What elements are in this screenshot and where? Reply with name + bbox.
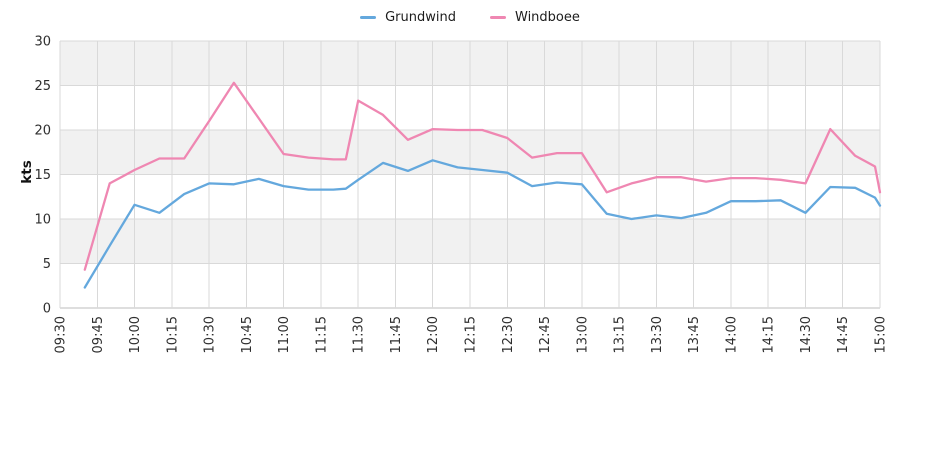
y-tick-label: 20 bbox=[34, 124, 51, 139]
y-tick-label: 30 bbox=[34, 35, 51, 50]
series-line-windboee bbox=[83, 81, 882, 271]
x-tick-label: 12:15 bbox=[464, 316, 479, 353]
chart-legend: Grundwind Windboee bbox=[0, 11, 940, 24]
legend-label-grundwind: Grundwind bbox=[385, 10, 456, 25]
y-axis-title: kts bbox=[19, 160, 35, 183]
legend-item-windboee[interactable]: Windboee bbox=[490, 11, 580, 24]
x-tick-label: 13:30 bbox=[650, 316, 665, 353]
y-tick-label: 15 bbox=[34, 168, 51, 183]
windboee-line-icon bbox=[490, 16, 506, 19]
x-tick-label: 12:00 bbox=[426, 316, 441, 353]
x-tick-label: 09:30 bbox=[54, 316, 69, 353]
x-tick-label: 12:45 bbox=[538, 316, 553, 353]
x-tick-label: 11:00 bbox=[277, 316, 292, 353]
y-tick-label: 0 bbox=[43, 302, 51, 317]
x-tick-label: 14:00 bbox=[724, 316, 739, 353]
x-tick-label: 10:15 bbox=[165, 316, 180, 353]
y-tick-label: 10 bbox=[34, 213, 51, 228]
x-tick-label: 11:45 bbox=[389, 316, 404, 353]
plot-ticks: 0 5 10 15 20 25 30 09:30 09:45 10:00 10:15 10:30 10:… bbox=[34, 35, 888, 354]
x-tick-label: 10:45 bbox=[240, 316, 255, 353]
grundwind-line-icon bbox=[360, 16, 377, 19]
y-tick-label: 25 bbox=[34, 79, 51, 94]
x-tick-label: 14:30 bbox=[799, 316, 814, 353]
x-tick-label: 14:45 bbox=[836, 316, 851, 353]
x-tick-label: 11:15 bbox=[314, 316, 329, 353]
x-tick-label: 13:15 bbox=[613, 316, 628, 353]
series-line-grundwind bbox=[83, 159, 882, 289]
x-tick-label: 11:30 bbox=[352, 316, 367, 353]
x-tick-label: 12:30 bbox=[501, 316, 516, 353]
x-tick-label: 15:00 bbox=[874, 316, 889, 353]
plot-series bbox=[83, 81, 882, 289]
x-tick-label: 13:45 bbox=[687, 316, 702, 353]
legend-item-grundwind[interactable]: Grundwind bbox=[360, 11, 456, 24]
x-tick-label: 13:00 bbox=[575, 316, 590, 353]
x-tick-label: 14:15 bbox=[762, 316, 777, 353]
y-tick-label: 5 bbox=[43, 257, 51, 272]
legend-label-windboee: Windboee bbox=[515, 10, 580, 25]
x-tick-label: 10:30 bbox=[203, 316, 218, 353]
x-tick-label: 10:00 bbox=[128, 316, 143, 353]
x-tick-label: 09:45 bbox=[91, 316, 106, 353]
